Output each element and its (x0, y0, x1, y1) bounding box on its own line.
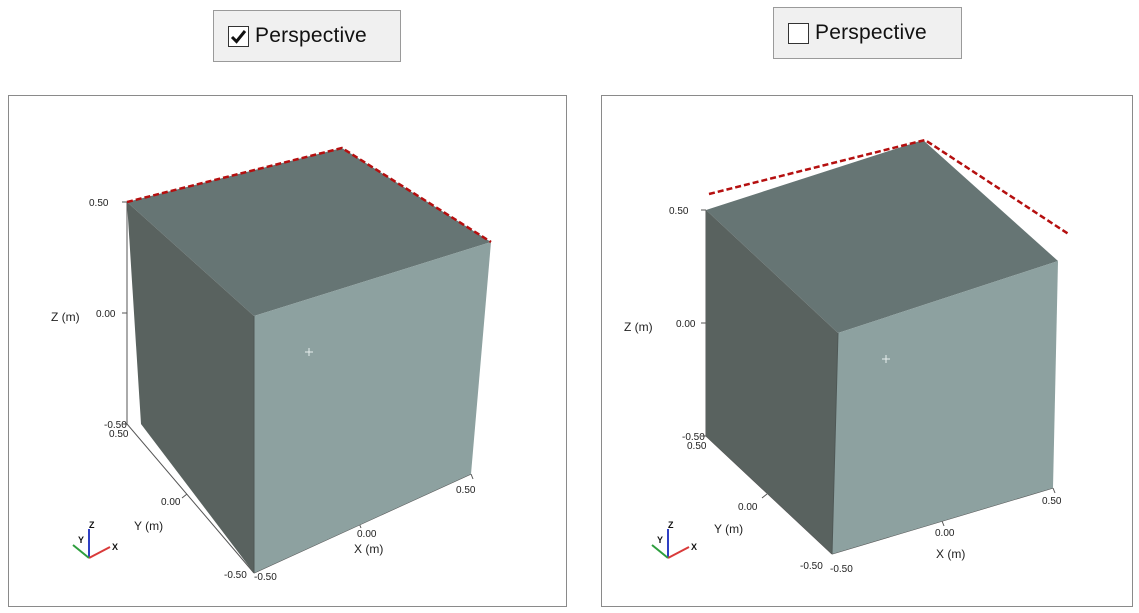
x-tick-mid: 0.00 (935, 528, 955, 539)
y-tick-bottom: -0.50 (800, 561, 823, 572)
y-tick-top: 0.50 (109, 429, 129, 440)
y-tick-top: 0.50 (687, 441, 707, 452)
z-axis-label: Z (m) (51, 310, 80, 324)
cube-top-face (706, 140, 1058, 333)
x-tick-left: -0.50 (254, 572, 277, 583)
z-tick-mid: 0.00 (96, 309, 116, 320)
y-tick-bottom: -0.50 (224, 570, 247, 581)
checkmark-icon (230, 29, 247, 44)
perspective-checkbox-right[interactable]: Perspective (773, 7, 962, 59)
triad-z-label: Z (668, 520, 674, 530)
x-tick-right: 0.50 (1042, 496, 1062, 507)
checkbox-box-left[interactable] (228, 25, 249, 47)
cube-left-face (127, 202, 254, 573)
z-tick-bottom: -0.50 (682, 432, 705, 443)
cube-render-left: 0.50 0.00 -0.50 0.50 0.00 -0.50 0.50 0.0… (51, 146, 492, 583)
perspective-label-right: Perspective (815, 21, 927, 44)
y-axis-label: Y (m) (134, 519, 163, 533)
triad-y-label: Y (78, 535, 84, 545)
viewport-perspective[interactable]: 0.50 0.00 -0.50 0.50 0.00 -0.50 0.50 0.0… (8, 95, 567, 607)
x-tick-mid: 0.00 (357, 529, 377, 540)
cube-render-right: 0.50 0.00 -0.50 0.50 0.00 -0.50 0.50 0.0… (624, 138, 1071, 575)
z-tick-top: 0.50 (89, 198, 109, 209)
triad-x-label: X (112, 542, 118, 552)
y-axis-line (126, 423, 255, 574)
x-axis-label: X (m) (354, 542, 383, 556)
z-axis-label: Z (m) (624, 320, 653, 334)
perspective-label-left: Perspective (255, 24, 367, 47)
x-axis-label: X (m) (936, 547, 965, 561)
axis-ticks (122, 201, 474, 529)
y-tick-mid: 0.00 (161, 497, 181, 508)
z-tick-top: 0.50 (669, 206, 689, 217)
highlight-dashed-edge (708, 138, 1071, 237)
triad-y-label: Y (657, 535, 663, 545)
z-tick-mid: 0.00 (676, 319, 696, 330)
cube-right-face (832, 261, 1058, 554)
crosshair-icon (882, 355, 890, 363)
crosshair-icon (305, 348, 313, 356)
cube-left-face (706, 210, 838, 554)
z-tick-bottom: -0.50 (104, 420, 127, 431)
cube-top-face (127, 148, 491, 316)
viewport-orthographic[interactable]: 0.50 0.00 -0.50 0.50 0.00 -0.50 0.50 0.0… (601, 95, 1133, 607)
x-tick-left: -0.50 (830, 564, 853, 575)
triad-x-label: X (691, 542, 697, 552)
x-tick-right: 0.50 (456, 485, 476, 496)
axis-ticks (701, 209, 1056, 527)
highlight-dashed-edge (126, 146, 492, 244)
y-axis-label: Y (m) (714, 522, 743, 536)
perspective-checkbox-left[interactable]: Perspective (213, 10, 401, 62)
y-tick-mid: 0.00 (738, 502, 758, 513)
orientation-triad-icon: Z X Y (651, 520, 697, 559)
triad-z-label: Z (89, 520, 95, 530)
checkbox-box-right[interactable] (788, 22, 809, 44)
cube-right-face (254, 242, 491, 573)
orientation-triad-icon: Z X Y (72, 520, 118, 559)
